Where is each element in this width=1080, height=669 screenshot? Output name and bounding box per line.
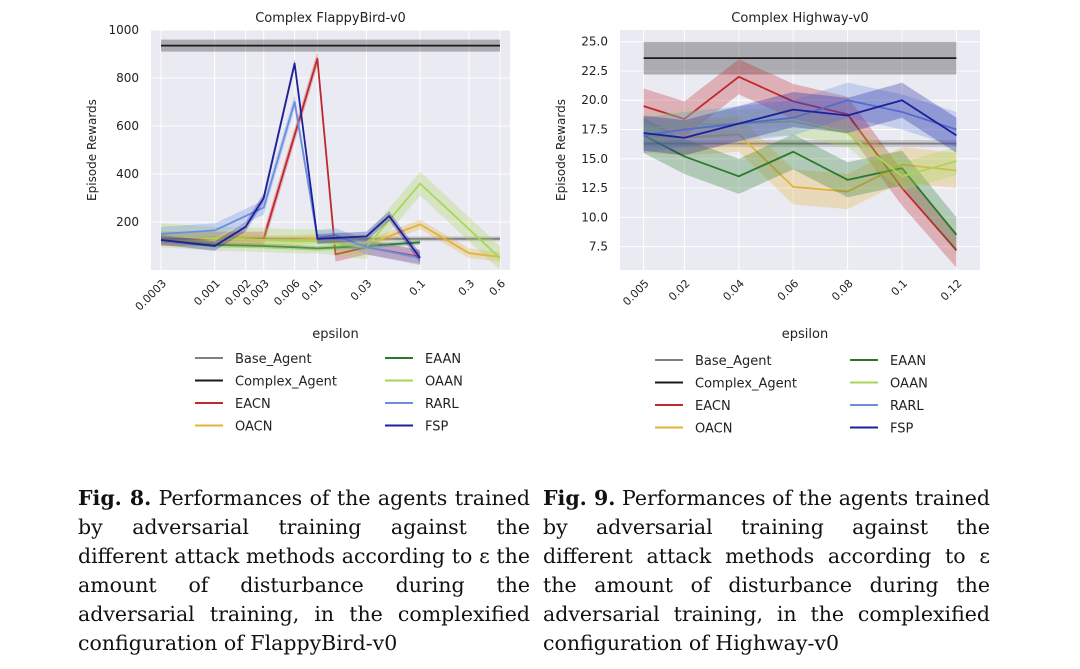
hw-band-oacn [643, 116, 957, 210]
fb-chart-title: Complex FlappyBird-v0 [255, 11, 406, 26]
fb-legend-label-eaan: EAAN [425, 352, 461, 367]
fb-y-tick-label: 600 [116, 119, 139, 133]
fb-x-tick-label: 0.01 [299, 277, 326, 304]
fb-y-tick-label: 1000 [108, 23, 139, 37]
highway-chart-svg: 0.005 0.02 0.04 0.06 0.08 0.1 0.12 7.5 10.0 12.5 1… [554, 11, 980, 437]
fb-x-tick-label: 0.006 [271, 277, 302, 308]
fb-y-tick-label: 200 [116, 215, 139, 229]
hw-x-tick-label: 0.12 [938, 277, 965, 304]
hw-series-eacn [643, 59, 958, 268]
hw-legend: Base_Agent Complex_Agent EACN OACN EAAN OAAN R… [655, 354, 928, 437]
hw-y-tick-label: 20.0 [581, 93, 608, 107]
fb-series-group [160, 39, 501, 270]
hw-y-tick-label: 22.5 [581, 64, 608, 78]
fb-y-tick-label: 400 [116, 167, 139, 181]
fb-x-tick-label: 0.1 [407, 277, 429, 299]
hw-x-tick-label: 0.005 [620, 277, 651, 308]
figure-9-text: Performances of the agents trained by ad… [543, 486, 990, 655]
fb-legend-label-complex-agent: Complex_Agent [235, 375, 337, 390]
fb-x-tick-label: 0.6 [487, 277, 509, 299]
hw-y-axis-label: Episode Rewards [554, 99, 568, 201]
fb-line-rarl [160, 101, 421, 259]
hw-legend-label-complex-agent: Complex_Agent [695, 377, 797, 392]
hw-series-fsp [643, 82, 957, 156]
hw-series-rarl [643, 82, 957, 153]
highway-chart: 0.005 0.02 0.04 0.06 0.08 0.1 0.12 7.5 10.0 12.5 1… [540, 0, 1080, 460]
hw-legend-label-base-agent: Base_Agent [695, 354, 772, 369]
hw-plot-area [620, 30, 980, 270]
hw-line-rarl [643, 99, 957, 137]
fb-x-tick-label: 0.03 [348, 277, 375, 304]
fb-legend-label-base-agent: Base_Agent [235, 352, 312, 367]
fb-y-tick-label: 800 [116, 71, 139, 85]
hw-line-oaan [643, 120, 957, 178]
figure-8-text: Performances of the agents trained by ad… [78, 486, 530, 655]
fb-x-tick-label: 0.0003 [133, 277, 169, 313]
hw-y-tick-label: 10.0 [581, 210, 608, 224]
hw-x-axis-label: epsilon [782, 327, 828, 342]
hw-x-tick-label: 0.06 [775, 277, 802, 304]
fb-legend-label-oaan: OAAN [425, 375, 463, 390]
hw-legend-label-fsp: FSP [890, 422, 914, 437]
hw-x-tick-label: 0.04 [720, 277, 747, 304]
fb-x-tick-label: 0.3 [456, 277, 478, 299]
hw-legend-label-eaan: EAAN [890, 354, 926, 369]
fb-series-rarl [160, 94, 421, 266]
hw-y-tick-label: 17.5 [581, 123, 608, 137]
fb-band-rarl [161, 94, 421, 266]
hw-legend-label-eacn: EACN [695, 399, 731, 414]
figure-9-label: Fig. 9. [543, 486, 616, 510]
hw-legend-label-rarl: RARL [890, 399, 924, 414]
figure-8-caption: Fig. 8. Performances of the agents train… [78, 484, 530, 658]
hw-line-fsp [643, 99, 957, 139]
fb-legend-label-eacn: EACN [235, 397, 271, 412]
hw-series-group [643, 41, 958, 268]
hw-band-eaan [643, 117, 957, 253]
hw-x-tick-label: 0.02 [666, 277, 693, 304]
hw-y-tick-label: 15.0 [581, 152, 608, 166]
hw-band-fsp [643, 82, 957, 156]
hw-chart-title: Complex Highway-v0 [731, 11, 868, 26]
hw-line-eaan [643, 134, 958, 236]
fb-y-axis-label: Episode Rewards [85, 99, 99, 201]
hw-y-tick-label: 12.5 [581, 181, 608, 195]
fb-legend-label-rarl: RARL [425, 397, 459, 412]
fb-x-tick-label: 0.001 [191, 277, 222, 308]
fb-series-complex-agent [161, 39, 500, 52]
hw-y-tick-label: 7.5 [589, 240, 608, 254]
fb-x-axis-label: epsilon [312, 327, 358, 342]
fb-line-fsp [160, 62, 421, 259]
fb-line-oaan [160, 182, 501, 259]
fb-series-fsp [160, 58, 421, 263]
fb-legend-label-oacn: OACN [235, 420, 272, 435]
flappybird-chart: 0.0003 0.001 0.002 0.003 0.006 0.01 0.03 0.1 0.3… [0, 0, 540, 460]
fb-band-eaan [161, 237, 421, 251]
fb-series-oaan [160, 171, 501, 270]
fb-legend: Base_Agent Complex_Agent EACN OACN EAAN OAAN R… [195, 352, 463, 435]
hw-band-rarl [643, 82, 957, 153]
hw-series-eaan [643, 117, 958, 253]
figure-9-caption: Fig. 9. Performances of the agents train… [543, 484, 990, 658]
hw-line-eacn [643, 75, 958, 251]
hw-series-base-agent [643, 140, 957, 148]
hw-legend-label-oacn: OACN [695, 422, 732, 437]
hw-x-tick-label: 0.1 [889, 277, 911, 299]
figure-8-label: Fig. 8. [78, 486, 152, 510]
hw-y-tick-label: 25.0 [581, 35, 608, 49]
hw-legend-label-oaan: OAAN [890, 377, 928, 392]
hw-series-complex-agent [643, 41, 957, 75]
fb-legend-label-fsp: FSP [425, 420, 449, 435]
fb-band-oaan [161, 171, 500, 270]
hw-band-eacn [643, 59, 957, 268]
hw-x-tick-label: 0.08 [829, 277, 856, 304]
fb-grid [151, 29, 510, 270]
